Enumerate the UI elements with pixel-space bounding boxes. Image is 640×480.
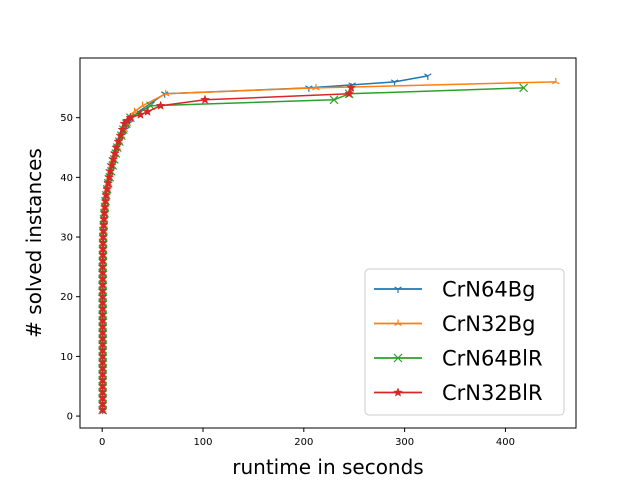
legend: CrN64Bg CrN32Bg CrN64BlR CrN32BlR	[364, 268, 565, 416]
legend-label: CrN64Bg	[442, 278, 535, 302]
y-tick-label: 40	[60, 173, 73, 184]
legend-marker	[394, 286, 402, 293]
x-tick-label: 200	[294, 437, 313, 448]
data-point	[99, 213, 109, 224]
data-point	[97, 291, 108, 301]
y-tick-label: 30	[60, 233, 73, 244]
y-tick-label: 10	[60, 352, 73, 363]
series-CrN32BlR	[97, 82, 357, 415]
data-point	[97, 339, 108, 349]
data-point	[200, 94, 210, 104]
data-point	[552, 77, 560, 85]
data-point	[142, 106, 153, 116]
data-point	[108, 154, 119, 164]
data-point	[99, 201, 110, 212]
legend-box	[364, 268, 565, 416]
data-point	[97, 303, 108, 313]
legend-label: CrN32BlR	[442, 381, 543, 405]
data-point	[106, 160, 117, 170]
x-axis: 0 100 200 300 400	[99, 428, 515, 448]
data-point	[97, 375, 108, 385]
legend-marker	[393, 387, 403, 397]
data-point	[97, 315, 108, 325]
y-axis-title: # solved instances	[22, 148, 46, 338]
data-point	[103, 178, 114, 188]
data-point	[135, 109, 146, 119]
data-point	[161, 89, 170, 97]
data-point	[97, 327, 108, 337]
data-point	[117, 124, 128, 134]
data-point	[97, 255, 108, 266]
x-tick-label: 100	[193, 437, 212, 448]
data-point	[102, 184, 113, 194]
x-tick-label: 0	[99, 437, 105, 448]
data-point	[519, 83, 529, 93]
y-tick-label: 50	[60, 113, 73, 124]
data-point	[97, 357, 108, 367]
x-tick-label: 300	[395, 437, 414, 448]
data-point	[109, 148, 120, 158]
data-point	[97, 392, 108, 403]
data-point	[344, 88, 355, 99]
data-point	[98, 225, 109, 236]
legend-marker	[394, 319, 402, 327]
data-point	[98, 231, 109, 242]
data-point	[97, 363, 108, 373]
data-point	[97, 297, 108, 307]
legend-item: CrN64BlR	[374, 347, 543, 371]
legend-item: CrN32BlR	[374, 381, 543, 405]
plot-frame	[79, 57, 577, 429]
data-point	[97, 351, 108, 361]
data-point	[97, 309, 108, 319]
legend-item: CrN64Bg	[374, 278, 535, 302]
legend-marker	[393, 353, 403, 363]
data-point	[97, 404, 108, 415]
y-tick-label: 20	[60, 292, 73, 303]
data-point	[138, 101, 147, 109]
data-point	[97, 386, 108, 397]
legend-label: CrN32Bg	[442, 312, 535, 336]
data-point	[115, 130, 126, 140]
data-point	[329, 95, 339, 105]
data-point	[97, 381, 108, 391]
legend-label: CrN64BlR	[442, 347, 543, 371]
y-axis: 0 10 20 30 40 50	[60, 113, 80, 423]
data-point	[100, 196, 111, 206]
data-point	[97, 345, 108, 355]
data-point	[97, 261, 108, 272]
data-point	[98, 243, 108, 254]
series-layer	[97, 73, 560, 415]
data-point	[105, 166, 116, 176]
data-point	[155, 100, 166, 110]
legend-item: CrN32Bg	[374, 312, 535, 336]
data-point	[101, 190, 112, 200]
data-point	[312, 83, 320, 91]
data-point	[98, 237, 109, 248]
y-tick-label: 0	[67, 412, 73, 423]
data-point	[97, 333, 108, 343]
data-point	[97, 273, 108, 284]
data-point	[97, 398, 108, 409]
data-point	[97, 267, 108, 278]
x-axis-title: runtime in seconds	[232, 455, 423, 479]
data-point	[104, 172, 115, 182]
data-point	[113, 136, 124, 146]
data-point	[97, 369, 108, 379]
data-point	[97, 321, 108, 331]
data-point	[111, 142, 122, 152]
data-point	[424, 73, 432, 80]
data-point	[99, 207, 110, 218]
data-point	[346, 82, 357, 93]
x-tick-label: 400	[496, 437, 515, 448]
data-point	[97, 279, 108, 289]
data-point	[97, 249, 108, 260]
data-point	[125, 112, 136, 122]
data-point	[98, 219, 109, 230]
data-point	[97, 285, 108, 295]
